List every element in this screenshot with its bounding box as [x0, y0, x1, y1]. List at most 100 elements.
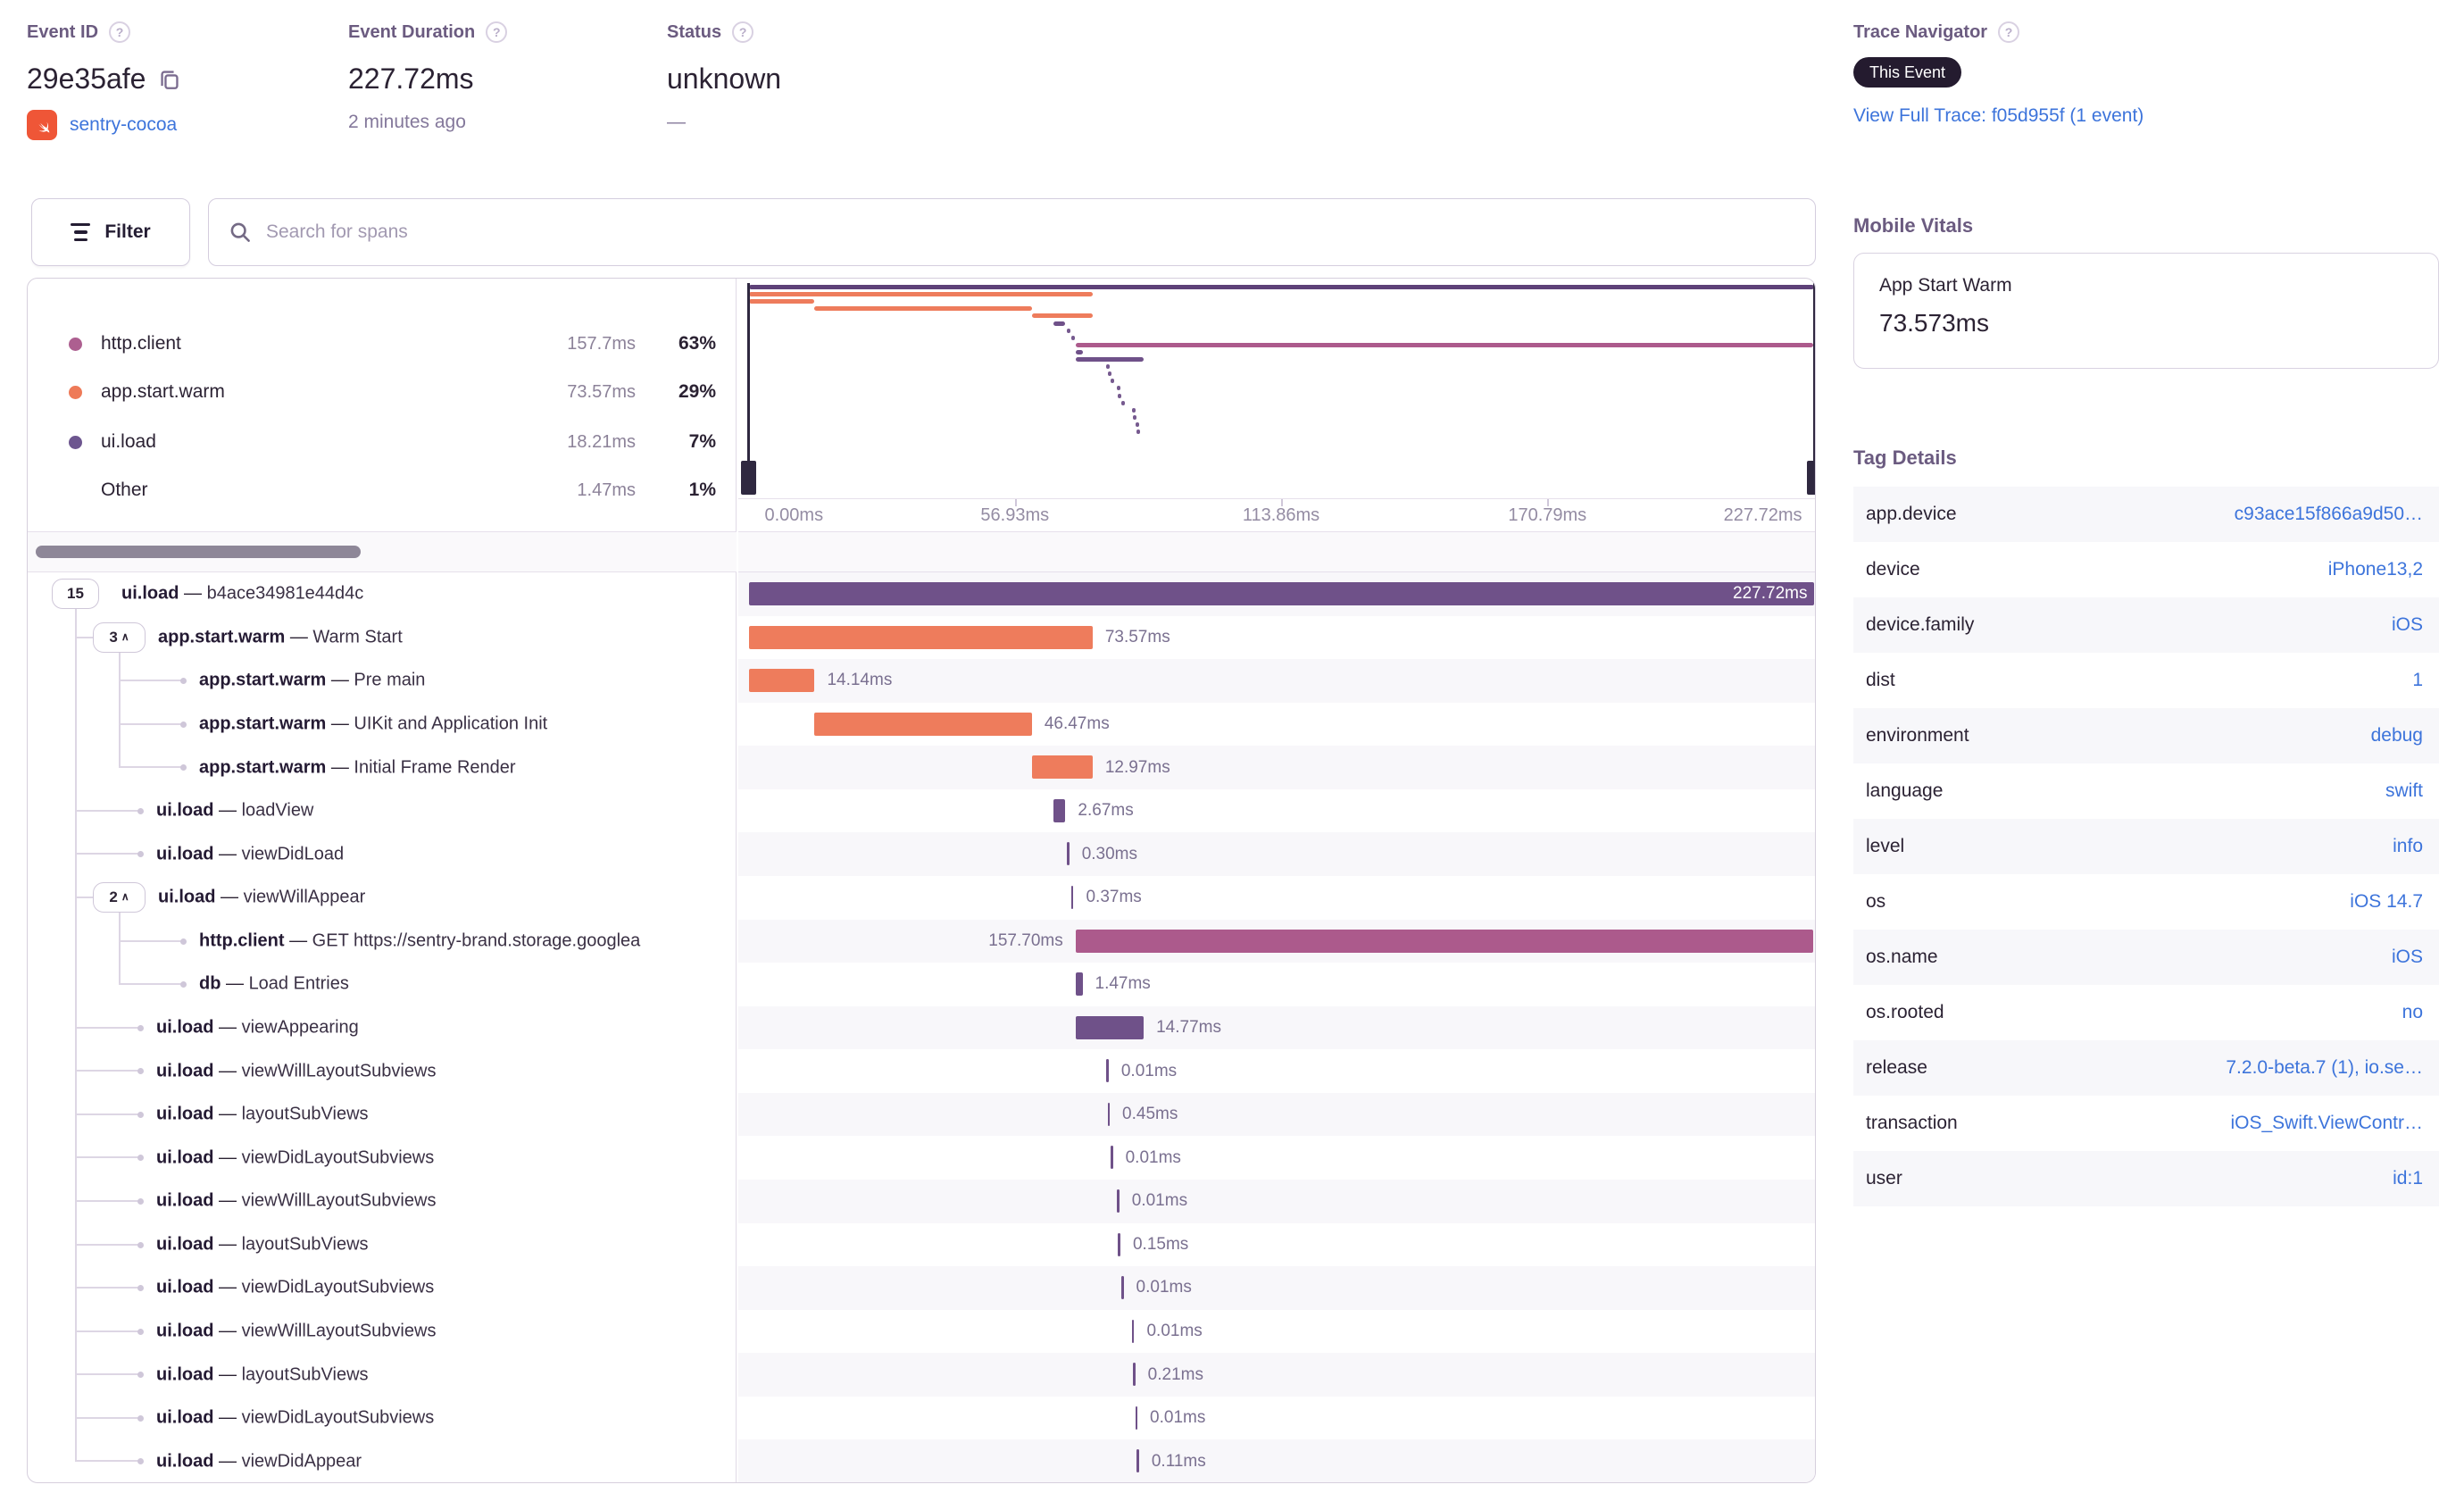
- waterfall-row[interactable]: 2.67ms: [738, 789, 1816, 833]
- span-bar[interactable]: [1075, 1015, 1145, 1039]
- legend-item[interactable]: Other 1.47ms 1%: [28, 466, 736, 514]
- trace-minimap[interactable]: [738, 279, 1815, 498]
- waterfall-row[interactable]: 0.01ms: [737, 1266, 1815, 1310]
- span-tree-row[interactable]: 2 ∧ ui.load — viewWillAppear: [28, 876, 737, 920]
- tag-value-link[interactable]: c93ace15f866a9d50…: [2234, 504, 2423, 524]
- span-bar[interactable]: [1135, 1405, 1138, 1430]
- span-expand-pill[interactable]: 15: [52, 579, 99, 609]
- span-bar[interactable]: [814, 712, 1032, 736]
- span-bar[interactable]: [748, 625, 1093, 649]
- span-bar[interactable]: [748, 582, 1814, 605]
- span-tree-row[interactable]: 3 ∧ app.start.warm — Warm Start: [28, 616, 737, 660]
- copy-icon[interactable]: [158, 68, 181, 91]
- span-bar[interactable]: [1070, 885, 1074, 909]
- waterfall-row[interactable]: 73.57ms: [738, 616, 1816, 660]
- help-icon[interactable]: ?: [1998, 21, 2020, 43]
- minimap-handle-right[interactable]: [1812, 283, 1815, 486]
- span-tree-row[interactable]: ui.load — viewDidLoad: [28, 832, 737, 876]
- waterfall-row[interactable]: 0.11ms: [737, 1439, 1815, 1482]
- span-tree-row[interactable]: ui.load — layoutSubViews: [28, 1353, 737, 1397]
- waterfall-row[interactable]: 0.01ms: [738, 1049, 1816, 1093]
- horizontal-scrollbar-track[interactable]: [28, 531, 737, 572]
- span-tree-row[interactable]: app.start.warm — Pre main: [28, 659, 737, 703]
- waterfall-row[interactable]: 0.21ms: [737, 1353, 1815, 1397]
- span-bar[interactable]: [1121, 1276, 1124, 1300]
- legend-item[interactable]: app.start.warm 73.57ms 29%: [28, 368, 736, 416]
- waterfall-row[interactable]: 14.77ms: [737, 1005, 1815, 1050]
- minimap-handle-left[interactable]: [746, 283, 750, 486]
- filter-button[interactable]: Filter: [31, 198, 190, 266]
- waterfall-row[interactable]: 0.37ms: [738, 876, 1816, 920]
- span-bar[interactable]: [1053, 798, 1066, 822]
- waterfall-row[interactable]: 0.01ms: [738, 1136, 1816, 1180]
- waterfall-row[interactable]: 0.01ms: [738, 1397, 1816, 1440]
- waterfall-row[interactable]: 0.01ms: [738, 1310, 1816, 1354]
- span-bar[interactable]: [1107, 1102, 1111, 1126]
- horizontal-scrollbar-thumb[interactable]: [36, 546, 361, 558]
- span-bar[interactable]: [1031, 755, 1093, 780]
- legend-item[interactable]: ui.load 18.21ms 7%: [28, 418, 736, 466]
- tag-value-link[interactable]: iPhone13,2: [2327, 559, 2423, 580]
- minimap-handle-right-grip[interactable]: [1806, 461, 1815, 495]
- waterfall-row[interactable]: 12.97ms: [737, 746, 1815, 789]
- span-bar[interactable]: [1075, 929, 1814, 953]
- tag-value-link[interactable]: iOS: [2391, 947, 2423, 967]
- span-tree-row[interactable]: ui.load — loadView: [28, 789, 737, 833]
- span-tree-row[interactable]: http.client — GET https://sentry-brand.s…: [28, 920, 737, 963]
- span-bar[interactable]: [1075, 972, 1083, 997]
- span-bar[interactable]: [1106, 1059, 1109, 1083]
- span-tree-row[interactable]: app.start.warm — Initial Frame Render: [28, 746, 737, 789]
- help-icon[interactable]: ?: [109, 21, 131, 43]
- span-tree-row[interactable]: ui.load — viewDidLayoutSubviews: [28, 1136, 737, 1180]
- help-icon[interactable]: ?: [732, 21, 754, 43]
- help-icon[interactable]: ?: [486, 21, 508, 43]
- span-tree-row[interactable]: ui.load — layoutSubViews: [28, 1093, 737, 1137]
- status-label: Status: [667, 21, 722, 42]
- span-bar[interactable]: [1131, 1319, 1135, 1343]
- waterfall-row[interactable]: 0.01ms: [737, 1179, 1815, 1223]
- minimap-handle-left-grip[interactable]: [740, 461, 756, 495]
- span-bar[interactable]: [1117, 1189, 1120, 1213]
- span-tree-row[interactable]: ui.load — viewWillLayoutSubviews: [28, 1180, 737, 1223]
- waterfall-row[interactable]: 0.30ms: [737, 832, 1815, 876]
- tag-value-link[interactable]: id:1: [2393, 1168, 2423, 1189]
- tag-value-link[interactable]: 7.2.0-beta.7 (1), io.se…: [2226, 1057, 2423, 1078]
- span-expand-pill[interactable]: 2 ∧: [93, 881, 146, 913]
- tag-value-link[interactable]: iOS: [2391, 614, 2423, 635]
- waterfall-row[interactable]: 46.47ms: [738, 703, 1816, 746]
- span-bar[interactable]: [1067, 842, 1070, 866]
- span-tree-row[interactable]: ui.load — viewDidLayoutSubviews: [28, 1397, 737, 1440]
- tag-value-link[interactable]: 1: [2412, 670, 2423, 690]
- tag-value-link[interactable]: swift: [2385, 780, 2423, 801]
- span-tree-row[interactable]: ui.load — viewWillLayoutSubviews: [28, 1049, 737, 1093]
- project-link[interactable]: sentry-cocoa: [70, 114, 178, 135]
- span-tree-row[interactable]: ui.load — viewAppearing: [28, 1006, 737, 1050]
- waterfall-row[interactable]: 157.70ms: [737, 919, 1815, 963]
- view-full-trace-link[interactable]: View Full Trace: f05d955f (1 event): [1853, 105, 2144, 126]
- span-bar[interactable]: [1133, 1363, 1136, 1387]
- waterfall-row[interactable]: 0.45ms: [737, 1092, 1815, 1137]
- span-tree-row[interactable]: db — Load Entries: [28, 963, 737, 1006]
- span-bar[interactable]: [748, 669, 815, 693]
- waterfall-row[interactable]: 0.15ms: [738, 1223, 1816, 1267]
- tag-value-link[interactable]: info: [2393, 836, 2423, 856]
- span-tree-row[interactable]: ui.load — viewWillLayoutSubviews: [28, 1310, 737, 1354]
- waterfall-row[interactable]: 1.47ms: [738, 963, 1816, 1006]
- span-bar[interactable]: [1111, 1146, 1113, 1170]
- search-input[interactable]: [266, 221, 1795, 243]
- span-tree-row[interactable]: ui.load — viewDidLayoutSubviews: [28, 1266, 737, 1310]
- waterfall-row[interactable]: 227.72ms: [737, 572, 1815, 616]
- span-bar[interactable]: [1118, 1232, 1120, 1256]
- span-tree-row[interactable]: ui.load — layoutSubViews: [28, 1223, 737, 1267]
- tag-value-link[interactable]: iOS_Swift.ViewContr…: [2230, 1113, 2423, 1133]
- span-tree-row[interactable]: app.start.warm — UIKit and Application I…: [28, 703, 737, 746]
- tag-value-link[interactable]: iOS 14.7: [2350, 891, 2423, 912]
- span-expand-pill[interactable]: 3 ∧: [93, 621, 146, 653]
- span-tree-row[interactable]: ui.load — viewDidAppear: [28, 1439, 737, 1482]
- tag-value-link[interactable]: debug: [2370, 725, 2423, 746]
- tag-value-link[interactable]: no: [2402, 1002, 2423, 1022]
- span-bar[interactable]: [1136, 1449, 1139, 1473]
- waterfall-row[interactable]: 14.14ms: [737, 659, 1815, 703]
- legend-item[interactable]: http.client 157.7ms 63%: [28, 320, 736, 368]
- span-tree-row[interactable]: 15 ui.load — b4ace34981e44d4c: [28, 572, 737, 616]
